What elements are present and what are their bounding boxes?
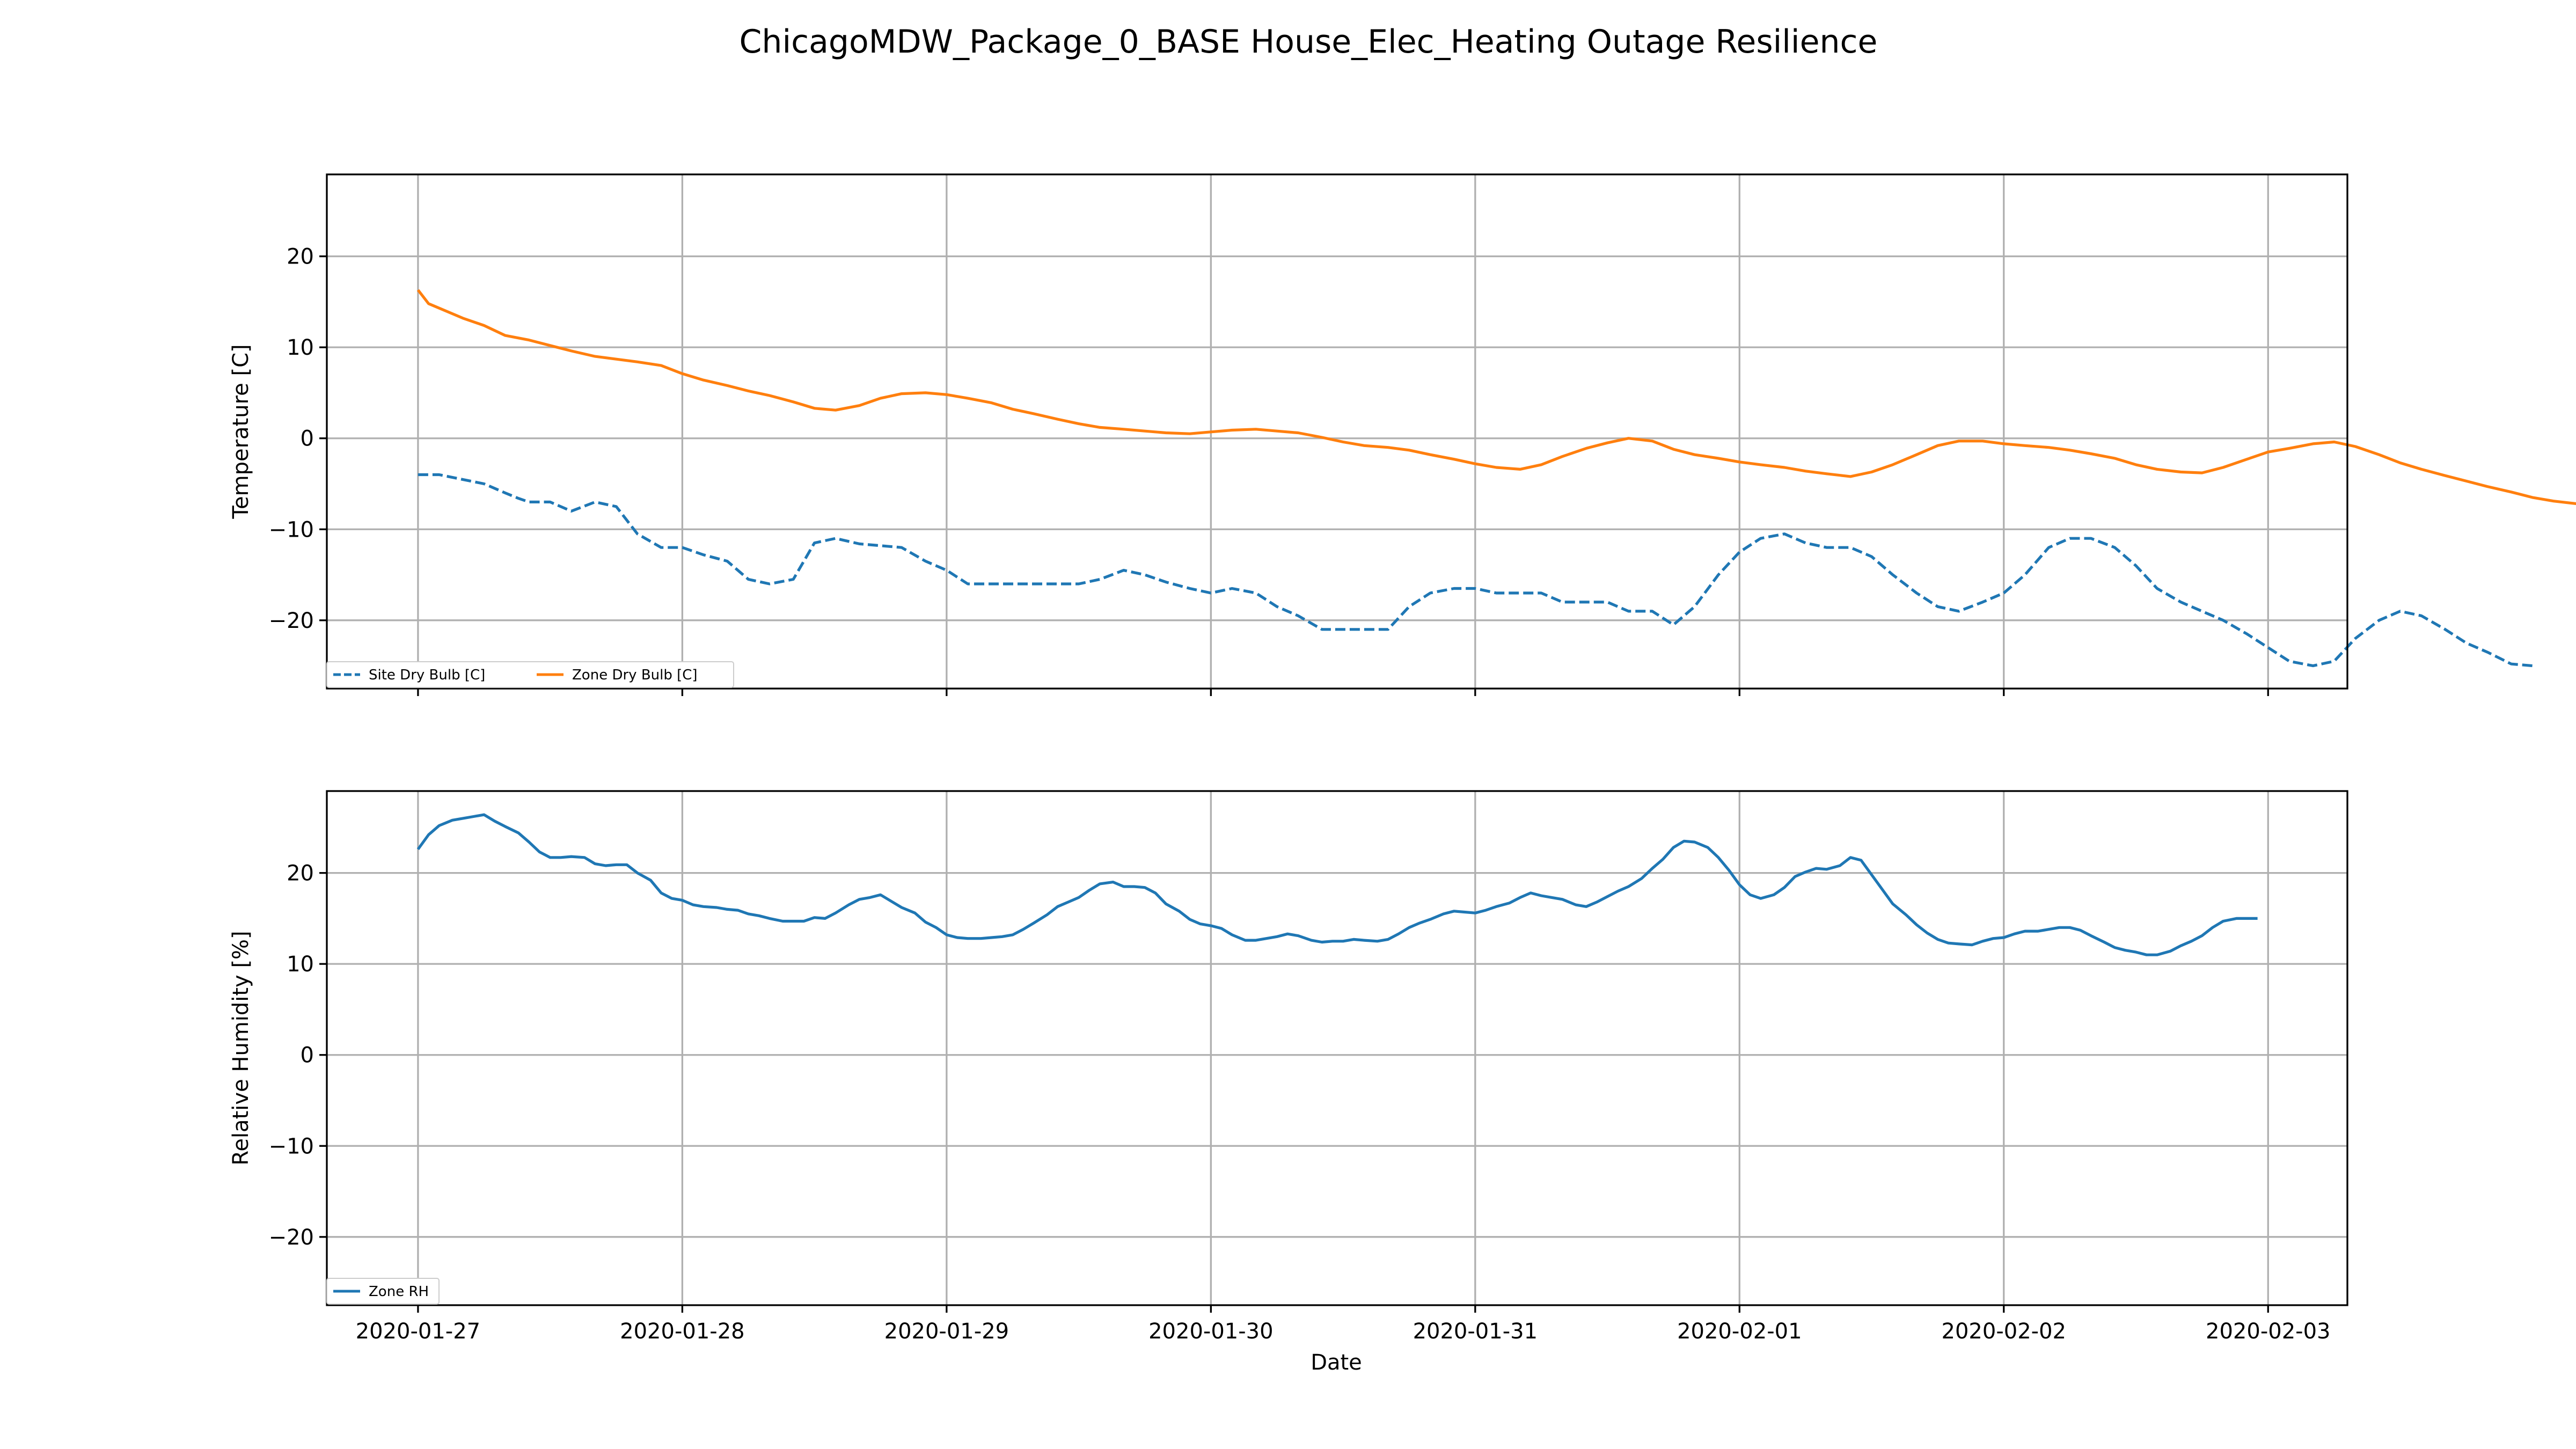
temperature-y-ticks: −20 −10 0 10 20 (269, 245, 327, 633)
legend-box (326, 1278, 440, 1305)
temperature-series (416, 289, 2576, 668)
x-tick-label: 2020-02-01 (1677, 1319, 1802, 1344)
y-tick-label: −20 (269, 1225, 314, 1250)
legend-label[interactable]: Zone Dry Bulb [C] (572, 667, 698, 683)
y-tick-label: 20 (287, 861, 314, 886)
legend-label[interactable]: Site Dry Bulb [C] (369, 667, 485, 683)
x-tick-label: 2020-01-27 (356, 1319, 480, 1344)
legend-label[interactable]: Zone RH (369, 1284, 429, 1300)
temperature-y-axis-label: Temperature [C] (229, 344, 253, 519)
x-tick-label: 2020-01-31 (1413, 1319, 1538, 1344)
humidity-plot-frame (326, 790, 2348, 1306)
x-tick-label: 2020-02-02 (1942, 1319, 2066, 1344)
y-tick-label: −10 (269, 517, 314, 542)
x-tick-label: 2020-01-28 (620, 1319, 744, 1344)
x-axis-label: Date (1311, 1350, 1362, 1375)
y-tick-label: 0 (301, 427, 314, 451)
humidity-grid (327, 791, 2347, 1305)
humidity-x-ticks: 2020-01-27 2020-01-28 2020-01-29 2020-01-30… (356, 1305, 2330, 1344)
temperature-panel: −20 −10 0 10 20 Temperature [C] Site Dry Bul… (229, 173, 2576, 696)
site-dry-bulb-c-line (418, 473, 2533, 668)
chart-title: ChicagoMDW_Package_0_BASE House_Elec_Hea… (740, 23, 1878, 61)
y-tick-label: 10 (287, 952, 314, 977)
x-tick-label: 2020-02-03 (2206, 1319, 2330, 1344)
zone-dry-bulb-c-line (416, 289, 2576, 506)
temperature-legend[interactable]: Site Dry Bulb [C] Zone Dry Bulb [C] (326, 661, 734, 688)
humidity-y-ticks: −20 −10 0 10 20 (269, 861, 327, 1250)
temperature-grid (327, 174, 2347, 689)
zone-rh-line (416, 813, 2258, 956)
legend-box (326, 661, 734, 688)
temperature-plot-frame (326, 173, 2348, 690)
humidity-legend[interactable]: Zone RH (326, 1278, 440, 1305)
temperature-x-ticks (417, 689, 2269, 696)
x-tick-label: 2020-01-29 (884, 1319, 1009, 1344)
y-tick-label: 20 (287, 245, 314, 269)
humidity-series (416, 813, 2258, 956)
y-tick-label: −10 (269, 1134, 314, 1159)
y-tick-label: 0 (301, 1043, 314, 1068)
humidity-y-axis-label: Relative Humidity [%] (229, 931, 253, 1165)
y-tick-label: −20 (269, 609, 314, 633)
x-tick-label: 2020-01-30 (1148, 1319, 1273, 1344)
y-tick-label: 10 (287, 335, 314, 360)
